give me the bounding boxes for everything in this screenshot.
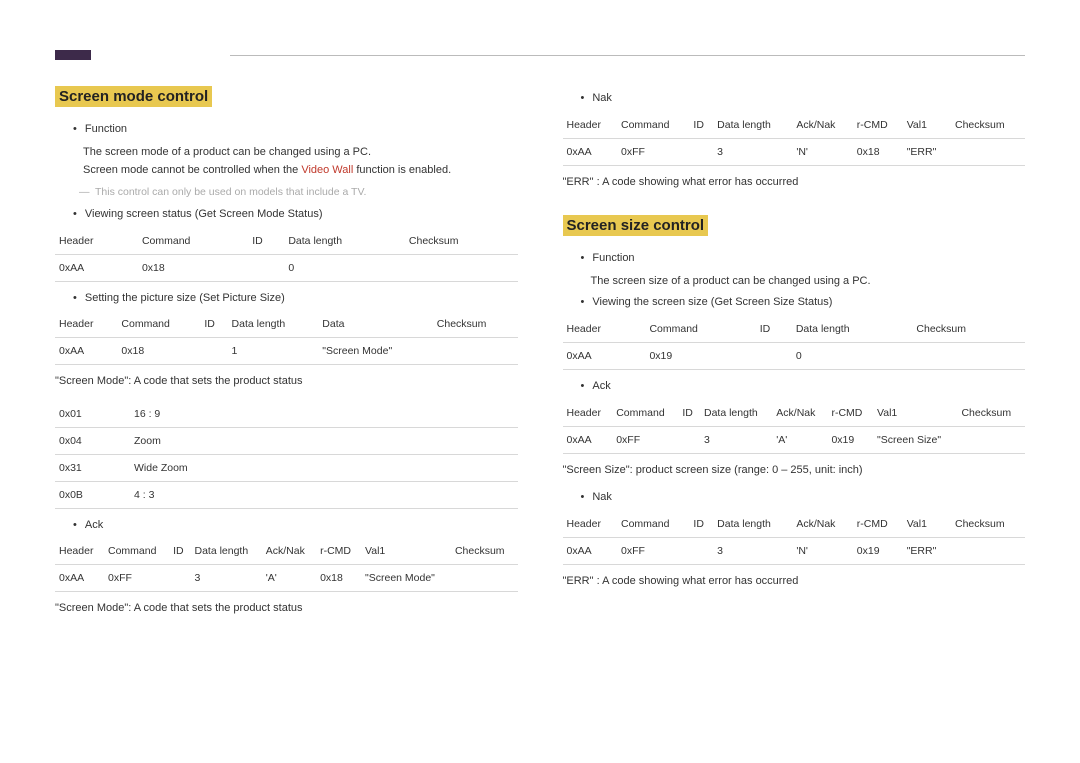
bullet-nak2: Nak: [581, 489, 1026, 507]
func-line2: Screen mode cannot be controlled when th…: [83, 161, 518, 180]
label-function: Function: [85, 121, 127, 139]
bullet-view-status: Viewing screen status (Get Screen Mode S…: [73, 206, 518, 224]
tv-note: This control can only be used on models …: [83, 186, 518, 198]
top-rule: [230, 55, 1025, 56]
bullet-nak-top: Nak: [581, 90, 1026, 108]
screen-mode-desc1: "Screen Mode": A code that sets the prod…: [55, 373, 518, 391]
bullet-function: Function: [73, 121, 518, 139]
section-title-size: Screen size control: [563, 215, 709, 236]
left-column: Screen mode control Function The screen …: [55, 86, 518, 628]
err-note-top: "ERR" : A code showing what error has oc…: [563, 174, 1026, 192]
table-modes: 0x0116 : 9 0x04Zoom 0x31Wide Zoom 0x0B4 …: [55, 401, 518, 509]
table-get-size: HeaderCommandIDData lengthChecksum 0xAA0…: [563, 316, 1026, 370]
bullet-ack: Ack: [73, 517, 518, 535]
video-wall-ref: Video Wall: [301, 164, 353, 176]
bullet-function2: Function: [581, 250, 1026, 268]
err-note2: "ERR" : A code showing what error has oc…: [563, 573, 1026, 591]
bullet-view-size: Viewing the screen size (Get Screen Size…: [581, 294, 1026, 312]
table-ack: HeaderCommandIDData lengthAck/Nakr-CMDVa…: [55, 538, 518, 592]
right-column: Nak HeaderCommandIDData lengthAck/Nakr-C…: [563, 86, 1026, 628]
section-title-mode: Screen mode control: [55, 86, 212, 107]
table-nak-size: HeaderCommandIDData lengthAck/Nakr-CMDVa…: [563, 511, 1026, 565]
table-get-status: HeaderCommandIDData lengthChecksum 0xAA0…: [55, 228, 518, 282]
table-ack-size: HeaderCommandIDData lengthAck/Nakr-CMDVa…: [563, 400, 1026, 454]
size-note: "Screen Size": product screen size (rang…: [563, 462, 1026, 480]
table-set-size: HeaderCommandIDData lengthDataChecksum 0…: [55, 311, 518, 365]
func2-line1: The screen size of a product can be chan…: [591, 272, 1026, 291]
func-line1: The screen mode of a product can be chan…: [83, 143, 518, 162]
screen-mode-desc2: "Screen Mode": A code that sets the prod…: [55, 600, 518, 618]
table-nak-top: HeaderCommandIDData lengthAck/Nakr-CMDVa…: [563, 112, 1026, 166]
bullet-set-size: Setting the picture size (Set Picture Si…: [73, 290, 518, 308]
accent-bar: [55, 50, 91, 60]
bullet-ack2: Ack: [581, 378, 1026, 396]
